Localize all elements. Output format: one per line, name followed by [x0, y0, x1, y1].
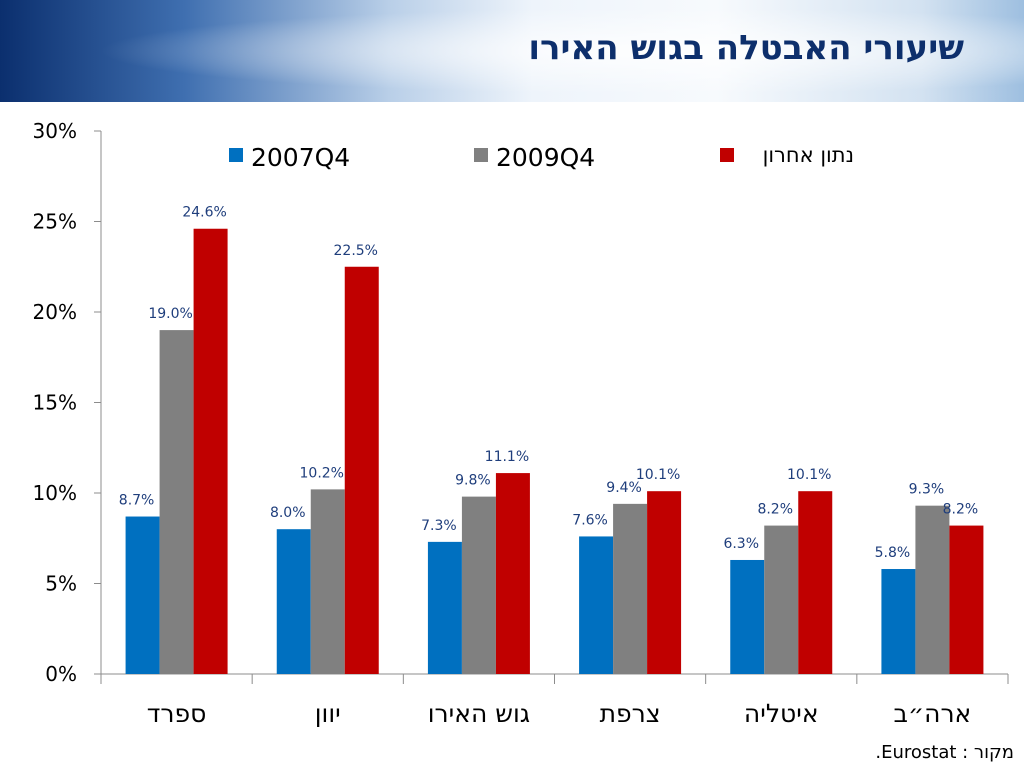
y-tick-label: 25% [33, 210, 77, 234]
y-tick-label: 0% [45, 662, 77, 686]
bar [159, 330, 194, 674]
bar [310, 489, 345, 674]
chart-legend: 2007Q4 2009Q4 נתון אחרון [229, 143, 854, 172]
legend-label: 2007Q4 [251, 143, 350, 172]
bar [949, 525, 984, 674]
data-label: 8.7% [119, 493, 155, 509]
y-tick-label: 30% [33, 119, 77, 143]
bar [764, 525, 799, 674]
data-label: 8.2% [943, 502, 979, 518]
legend-swatch [229, 148, 243, 162]
legend-label: נתון אחרון [763, 143, 854, 167]
data-label: 7.3% [421, 518, 457, 534]
bar [344, 266, 379, 674]
data-label: 9.4% [606, 480, 642, 496]
x-category-label: ספרד [147, 699, 207, 728]
data-label: 9.3% [909, 482, 945, 498]
bar [125, 516, 160, 674]
chart-bars [125, 228, 984, 675]
bar [613, 503, 648, 674]
data-label: 8.2% [757, 502, 793, 518]
bar [798, 491, 833, 674]
chart-data-labels: 8.7% 8.0% 7.3% 7.6% 6.3% 5.8% 19.0% 10.2% 9.8% 9.… [119, 205, 978, 561]
data-label: 11.1% [485, 449, 529, 465]
bar [427, 541, 462, 674]
data-label: 19.0% [148, 306, 192, 322]
bar [461, 496, 496, 674]
data-label: 5.8% [875, 545, 911, 561]
data-label: 10.2% [300, 465, 344, 481]
x-category-label: צרפת [600, 699, 661, 728]
legend-label: 2009Q4 [496, 143, 595, 172]
data-label: 6.3% [723, 536, 759, 552]
legend-swatch [474, 148, 488, 162]
y-tick-label: 5% [45, 572, 77, 596]
x-category-label: יוון [315, 699, 341, 728]
x-category-label: גוש האירו [428, 699, 530, 728]
page-title: שיעורי האבטלה בגוש האירו [528, 28, 964, 68]
data-label: 7.6% [572, 512, 608, 528]
data-label: 10.1% [787, 467, 831, 483]
bar [495, 473, 530, 674]
bar [730, 559, 765, 674]
data-label: 24.6% [182, 205, 226, 221]
legend-swatch [720, 148, 734, 162]
bar [647, 491, 682, 674]
bar [579, 536, 614, 674]
bar [881, 569, 916, 674]
bar [915, 505, 950, 674]
y-tick-label: 20% [33, 300, 77, 324]
chart-axes: 0% 5% 10% 15% 20% 25% 30% ספרד יוון גוש האירו צרפת… [33, 119, 1009, 728]
banner-glow [0, 0, 1024, 102]
y-tick-label: 10% [33, 481, 77, 505]
data-label: 9.8% [455, 473, 491, 489]
y-tick-label: 15% [33, 391, 77, 415]
bar [193, 228, 228, 675]
bar [276, 529, 311, 674]
x-category-label: ארה״ב [894, 699, 972, 728]
data-label: 10.1% [636, 467, 680, 483]
data-label: 8.0% [270, 505, 306, 521]
source-note: מקור : Eurostat. [875, 742, 1014, 763]
data-label: 22.5% [334, 243, 378, 259]
x-category-label: איטליה [744, 699, 819, 728]
title-banner [0, 0, 1024, 102]
